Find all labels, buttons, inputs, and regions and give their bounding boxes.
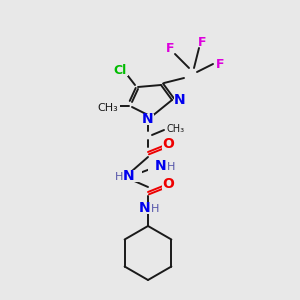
Bar <box>137 202 159 214</box>
Text: H: H <box>115 172 123 182</box>
Text: F: F <box>166 41 174 55</box>
Bar <box>166 124 186 134</box>
Text: N: N <box>142 112 154 126</box>
Bar <box>148 160 168 172</box>
Text: H: H <box>167 162 175 172</box>
Text: N: N <box>174 93 186 107</box>
Text: CH₃: CH₃ <box>98 103 118 113</box>
Text: O: O <box>162 137 174 151</box>
Bar <box>142 113 154 124</box>
Bar <box>122 170 142 182</box>
Bar <box>161 178 175 190</box>
Text: Cl: Cl <box>113 64 127 76</box>
Text: O: O <box>162 177 174 191</box>
Bar <box>161 139 175 149</box>
Bar <box>112 64 128 76</box>
Text: F: F <box>198 35 206 49</box>
Text: CH₃: CH₃ <box>167 124 185 134</box>
Bar <box>214 59 226 69</box>
Bar <box>196 37 208 47</box>
Text: F: F <box>216 58 224 70</box>
Bar <box>174 94 186 106</box>
Text: N: N <box>155 159 167 173</box>
Bar <box>164 43 175 53</box>
Text: N: N <box>139 201 151 215</box>
Text: H: H <box>151 204 159 214</box>
Bar <box>96 103 120 113</box>
Text: N: N <box>123 169 135 183</box>
